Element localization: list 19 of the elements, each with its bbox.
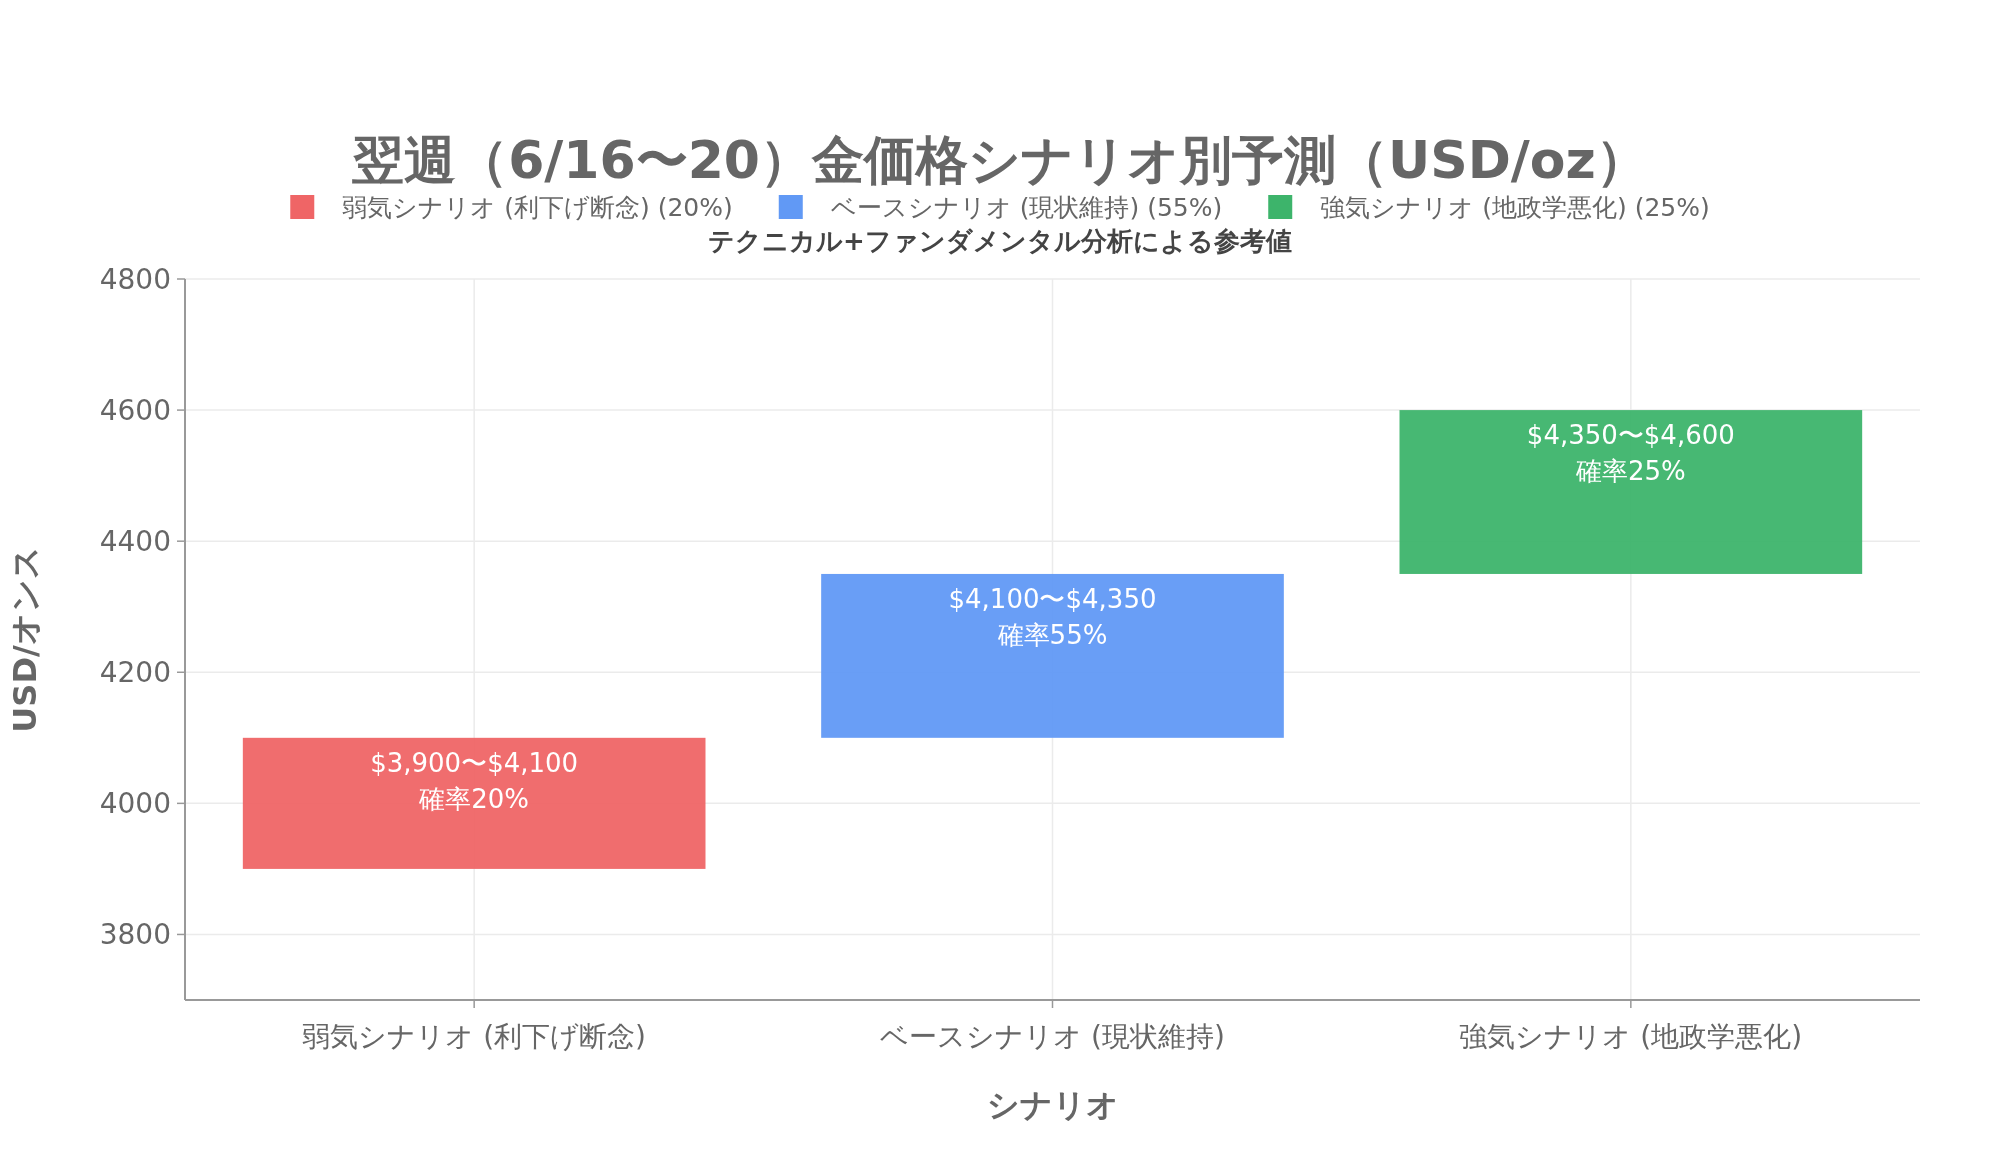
x-axis-title: シナリオ xyxy=(986,1086,1119,1124)
y-tick-label: 4000 xyxy=(99,787,171,821)
x-tick-label: 強気シナリオ (地政学悪化) xyxy=(1459,1020,1803,1053)
x-tick-label: ベースシナリオ (現状維持) xyxy=(880,1020,1225,1053)
annotation: $3,900〜$4,100 確率20% xyxy=(370,747,579,814)
legend-label: 強気シナリオ (地政学悪化) (25%) xyxy=(1320,193,1710,222)
annotation: $4,100〜$4,350 確率55% xyxy=(948,583,1157,650)
y-tick-label: 4600 xyxy=(99,394,171,428)
legend-label: 弱気シナリオ (利下げ断念) (20%) xyxy=(342,193,733,222)
chart-subtitle: テクニカル+ファンダメンタル分析による参考値 xyxy=(708,226,1292,256)
chart-title: 翌週（6/16〜20）金価格シナリオ別予測（USD/oz） xyxy=(352,130,1648,190)
y-tick-label: 3800 xyxy=(99,918,171,952)
y-tick-label: 4800 xyxy=(99,263,171,296)
annotation: $4,350〜$4,600 確率25% xyxy=(1526,420,1735,487)
legend-label: ベースシナリオ (現状維持) (55%) xyxy=(830,193,1223,222)
y-tick-label: 4200 xyxy=(99,656,171,690)
y-axis-title: USD/オンス xyxy=(6,546,44,733)
x-tick-label: 弱気シナリオ (利下げ断念) xyxy=(302,1020,647,1053)
y-tick-label: 4400 xyxy=(99,525,171,559)
